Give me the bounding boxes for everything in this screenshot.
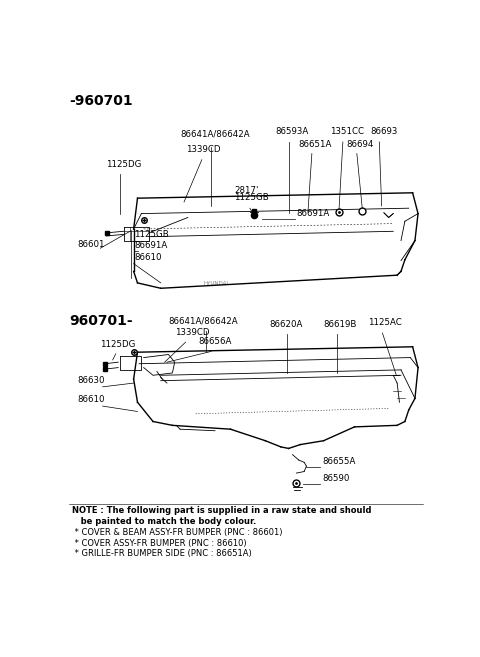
Text: 86641A/86642A: 86641A/86642A (180, 129, 250, 139)
Text: 86641A/86642A: 86641A/86642A (168, 317, 238, 326)
Text: * COVER ASSY-FR BUMPER (PNC : 86610): * COVER ASSY-FR BUMPER (PNC : 86610) (72, 539, 246, 547)
Text: -960701: -960701 (69, 94, 133, 108)
Text: 1339CD: 1339CD (186, 145, 220, 154)
Text: 86610: 86610 (134, 253, 162, 261)
Text: 86693: 86693 (370, 127, 397, 136)
Text: 86620A: 86620A (269, 320, 302, 328)
Text: NOTE : The following part is supplied in a raw state and should: NOTE : The following part is supplied in… (72, 506, 371, 515)
Text: 86656A: 86656A (198, 338, 231, 346)
Text: 86694: 86694 (347, 139, 374, 148)
Text: 86590: 86590 (322, 474, 349, 483)
Text: 86655A: 86655A (322, 457, 355, 466)
Text: 1125AC: 1125AC (369, 318, 402, 327)
Text: 86593A: 86593A (276, 127, 309, 136)
Text: 2817': 2817' (234, 186, 259, 194)
Text: 86619B: 86619B (324, 320, 357, 328)
Text: 86651A: 86651A (299, 139, 332, 148)
Text: 86630: 86630 (77, 376, 105, 385)
Text: HYUNDAI: HYUNDAI (204, 281, 228, 286)
Text: 1125DG: 1125DG (100, 340, 136, 349)
Text: * GRILLE-FR BUMPER SIDE (PNC : 86651A): * GRILLE-FR BUMPER SIDE (PNC : 86651A) (72, 549, 252, 558)
Text: 86610: 86610 (77, 396, 105, 404)
Text: 86691A: 86691A (134, 241, 168, 250)
Text: 1125DG: 1125DG (107, 160, 142, 170)
Text: 86601: 86601 (77, 240, 105, 249)
Text: 960701-: 960701- (69, 313, 133, 328)
Text: * COVER & BEAM ASSY-FR BUMPER (PNC : 86601): * COVER & BEAM ASSY-FR BUMPER (PNC : 866… (72, 528, 282, 537)
Text: 1339CD: 1339CD (175, 328, 209, 337)
Text: 1351CC: 1351CC (330, 127, 364, 136)
Text: 1125GB: 1125GB (234, 194, 269, 202)
Text: 86691A: 86691A (296, 209, 330, 218)
Text: be painted to match the body colour.: be painted to match the body colour. (72, 517, 256, 526)
Text: 1125GB: 1125GB (134, 230, 169, 238)
